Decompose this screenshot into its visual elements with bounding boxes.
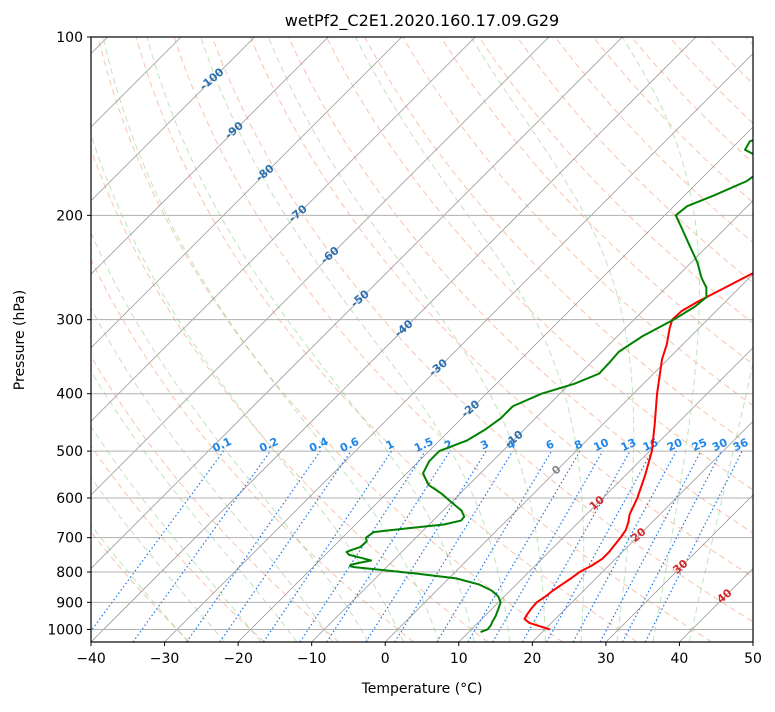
x-tick-label: 0 (381, 651, 390, 667)
x-tick-label: 10 (450, 651, 468, 667)
chart-title: wetPf2_C2E1.2020.160.17.09.G29 (285, 11, 559, 31)
y-tick-label: 600 (56, 491, 83, 507)
y-tick-label: 200 (56, 208, 83, 224)
x-tick-label: −10 (297, 651, 327, 667)
x-tick-label: 30 (597, 651, 615, 667)
y-tick-label: 400 (56, 387, 83, 403)
x-tick-label: 50 (744, 651, 762, 667)
x-tick-label: −20 (223, 651, 253, 667)
x-tick-label: −40 (76, 651, 106, 667)
x-tick-label: 20 (523, 651, 541, 667)
y-tick-label: 500 (56, 444, 83, 460)
x-tick-label: 40 (671, 651, 689, 667)
y-tick-label: 1000 (47, 622, 83, 638)
y-tick-label: 800 (56, 565, 83, 581)
y-tick-label: 900 (56, 595, 83, 611)
x-axis-label: Temperature (°C) (361, 681, 483, 697)
y-tick-label: 300 (56, 313, 83, 329)
y-tick-label: 100 (56, 30, 83, 46)
y-axis-label: Pressure (hPa) (12, 290, 28, 390)
x-tick-label: −30 (150, 651, 180, 667)
y-tick-label: 700 (56, 531, 83, 547)
